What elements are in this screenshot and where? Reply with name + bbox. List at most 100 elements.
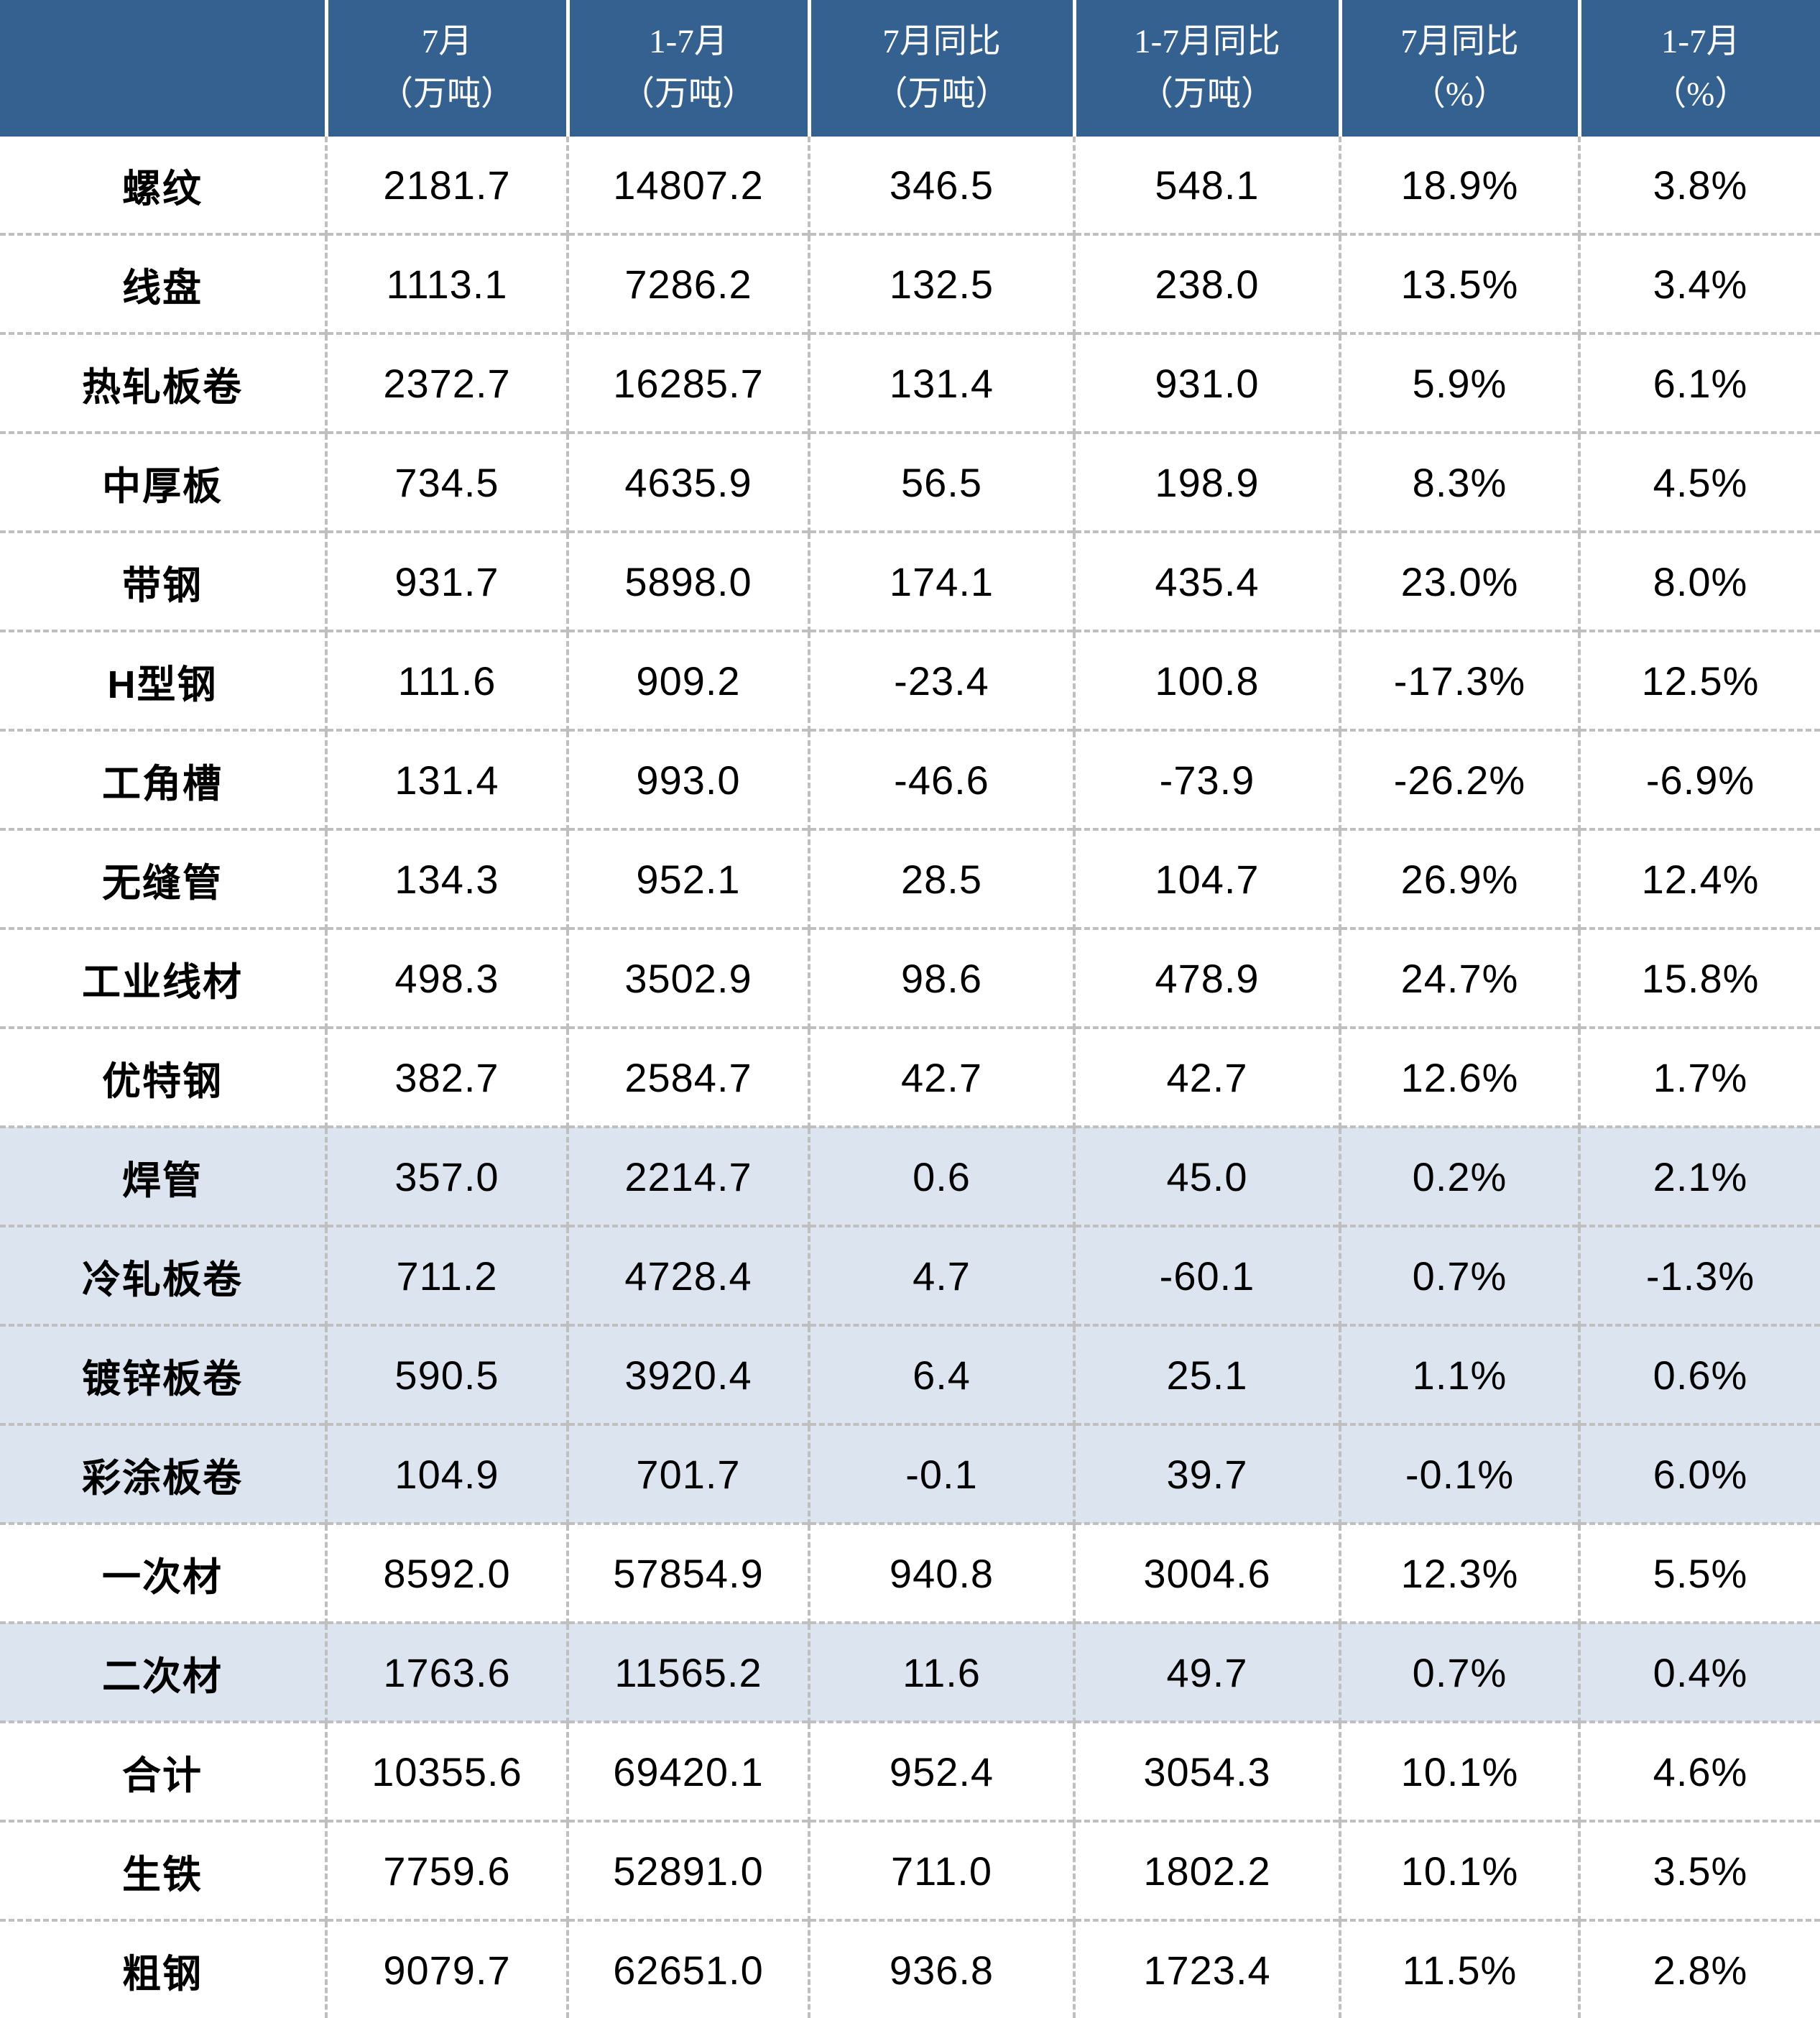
row-label: 热轧板卷 [0,333,326,433]
cell-value: -17.3% [1340,631,1579,730]
cell-value: 1763.6 [326,1623,568,1722]
cell-value: 42.7 [809,1028,1074,1127]
cell-value: 3054.3 [1074,1722,1340,1821]
cell-value: 7286.2 [568,234,809,333]
cell-value: 0.7% [1340,1226,1579,1325]
cell-value: 931.0 [1074,333,1340,433]
cell-value: 3.8% [1579,137,1820,234]
cell-value: 3.5% [1579,1821,1820,1920]
cell-value: 0.6% [1579,1325,1820,1424]
header-line2: （%） [1342,68,1578,121]
cell-value: 16285.7 [568,333,809,433]
row-label: 彩涂板卷 [0,1424,326,1524]
header-cell: 1-7月（%） [1579,0,1820,137]
cell-value: -6.9% [1579,730,1820,829]
row-label: 镀锌板卷 [0,1325,326,1424]
cell-value: 238.0 [1074,234,1340,333]
cell-value: 104.9 [326,1424,568,1524]
cell-value: 711.0 [809,1821,1074,1920]
header-line2: （万吨） [570,68,808,121]
cell-value: 3.4% [1579,234,1820,333]
cell-value: 952.1 [568,829,809,929]
cell-value: 0.6 [809,1127,1074,1226]
row-label: 粗钢 [0,1920,326,2018]
cell-value: 993.0 [568,730,809,829]
cell-value: 131.4 [326,730,568,829]
row-label: 冷轧板卷 [0,1226,326,1325]
row-label: 中厚板 [0,433,326,532]
cell-value: 357.0 [326,1127,568,1226]
cell-value: 198.9 [1074,433,1340,532]
cell-value: -73.9 [1074,730,1340,829]
header-line1: 7月同比 [1342,16,1578,68]
row-label: 线盘 [0,234,326,333]
cell-value: -26.2% [1340,730,1579,829]
cell-value: 952.4 [809,1722,1074,1821]
table-header: 7月（万吨）1-7月（万吨）7月同比（万吨）1-7月同比（万吨）7月同比（%）1… [0,0,1820,137]
cell-value: -1.3% [1579,1226,1820,1325]
cell-value: 382.7 [326,1028,568,1127]
cell-value: 100.8 [1074,631,1340,730]
cell-value: 346.5 [809,137,1074,234]
row-label: 螺纹 [0,137,326,234]
row-label: 合计 [0,1722,326,1821]
cell-value: 39.7 [1074,1424,1340,1524]
header-line2: （%） [1581,68,1820,121]
cell-value: 56.5 [809,433,1074,532]
cell-value: 4.5% [1579,433,1820,532]
cell-value: 478.9 [1074,929,1340,1028]
row-label: 优特钢 [0,1028,326,1127]
cell-value: 5898.0 [568,532,809,631]
cell-value: 2.8% [1579,1920,1820,2018]
steel-production-table-page: 7月（万吨）1-7月（万吨）7月同比（万吨）1-7月同比（万吨）7月同比（%）1… [0,0,1820,1977]
cell-value: 98.6 [809,929,1074,1028]
cell-value: 498.3 [326,929,568,1028]
cell-value: 7759.6 [326,1821,568,1920]
cell-value: 24.7% [1340,929,1579,1028]
cell-value: 111.6 [326,631,568,730]
cell-value: 9079.7 [326,1920,568,2018]
cell-value: -0.1% [1340,1424,1579,1524]
cell-value: 11565.2 [568,1623,809,1722]
cell-value: 10.1% [1340,1821,1579,1920]
cell-value: 2.1% [1579,1127,1820,1226]
cell-value: 11.6 [809,1623,1074,1722]
cell-value: 12.6% [1340,1028,1579,1127]
cell-value: 11.5% [1340,1920,1579,2018]
cell-value: 701.7 [568,1424,809,1524]
cell-value: 6.0% [1579,1424,1820,1524]
cell-value: 52891.0 [568,1821,809,1920]
cell-value: 8592.0 [326,1524,568,1623]
cell-value: 49.7 [1074,1623,1340,1722]
cell-value: 6.1% [1579,333,1820,433]
cell-value: 1802.2 [1074,1821,1340,1920]
cell-value: 2584.7 [568,1028,809,1127]
cell-value: 8.3% [1340,433,1579,532]
row-label: H型钢 [0,631,326,730]
cell-value: 6.4 [809,1325,1074,1424]
cell-value: 711.2 [326,1226,568,1325]
row-label: 工角槽 [0,730,326,829]
row-label: 一次材 [0,1524,326,1623]
cell-value: 1.7% [1579,1028,1820,1127]
cell-value: 25.1 [1074,1325,1340,1424]
cell-value: 4.6% [1579,1722,1820,1821]
row-label: 带钢 [0,532,326,631]
row-label: 焊管 [0,1127,326,1226]
cell-value: 2372.7 [326,333,568,433]
cell-value: 15.8% [1579,929,1820,1028]
cell-value: 10.1% [1340,1722,1579,1821]
cell-value: 4.7 [809,1226,1074,1325]
cell-value: 0.7% [1340,1623,1579,1722]
cell-value: -46.6 [809,730,1074,829]
header-cell: 1-7月（万吨） [568,0,809,137]
